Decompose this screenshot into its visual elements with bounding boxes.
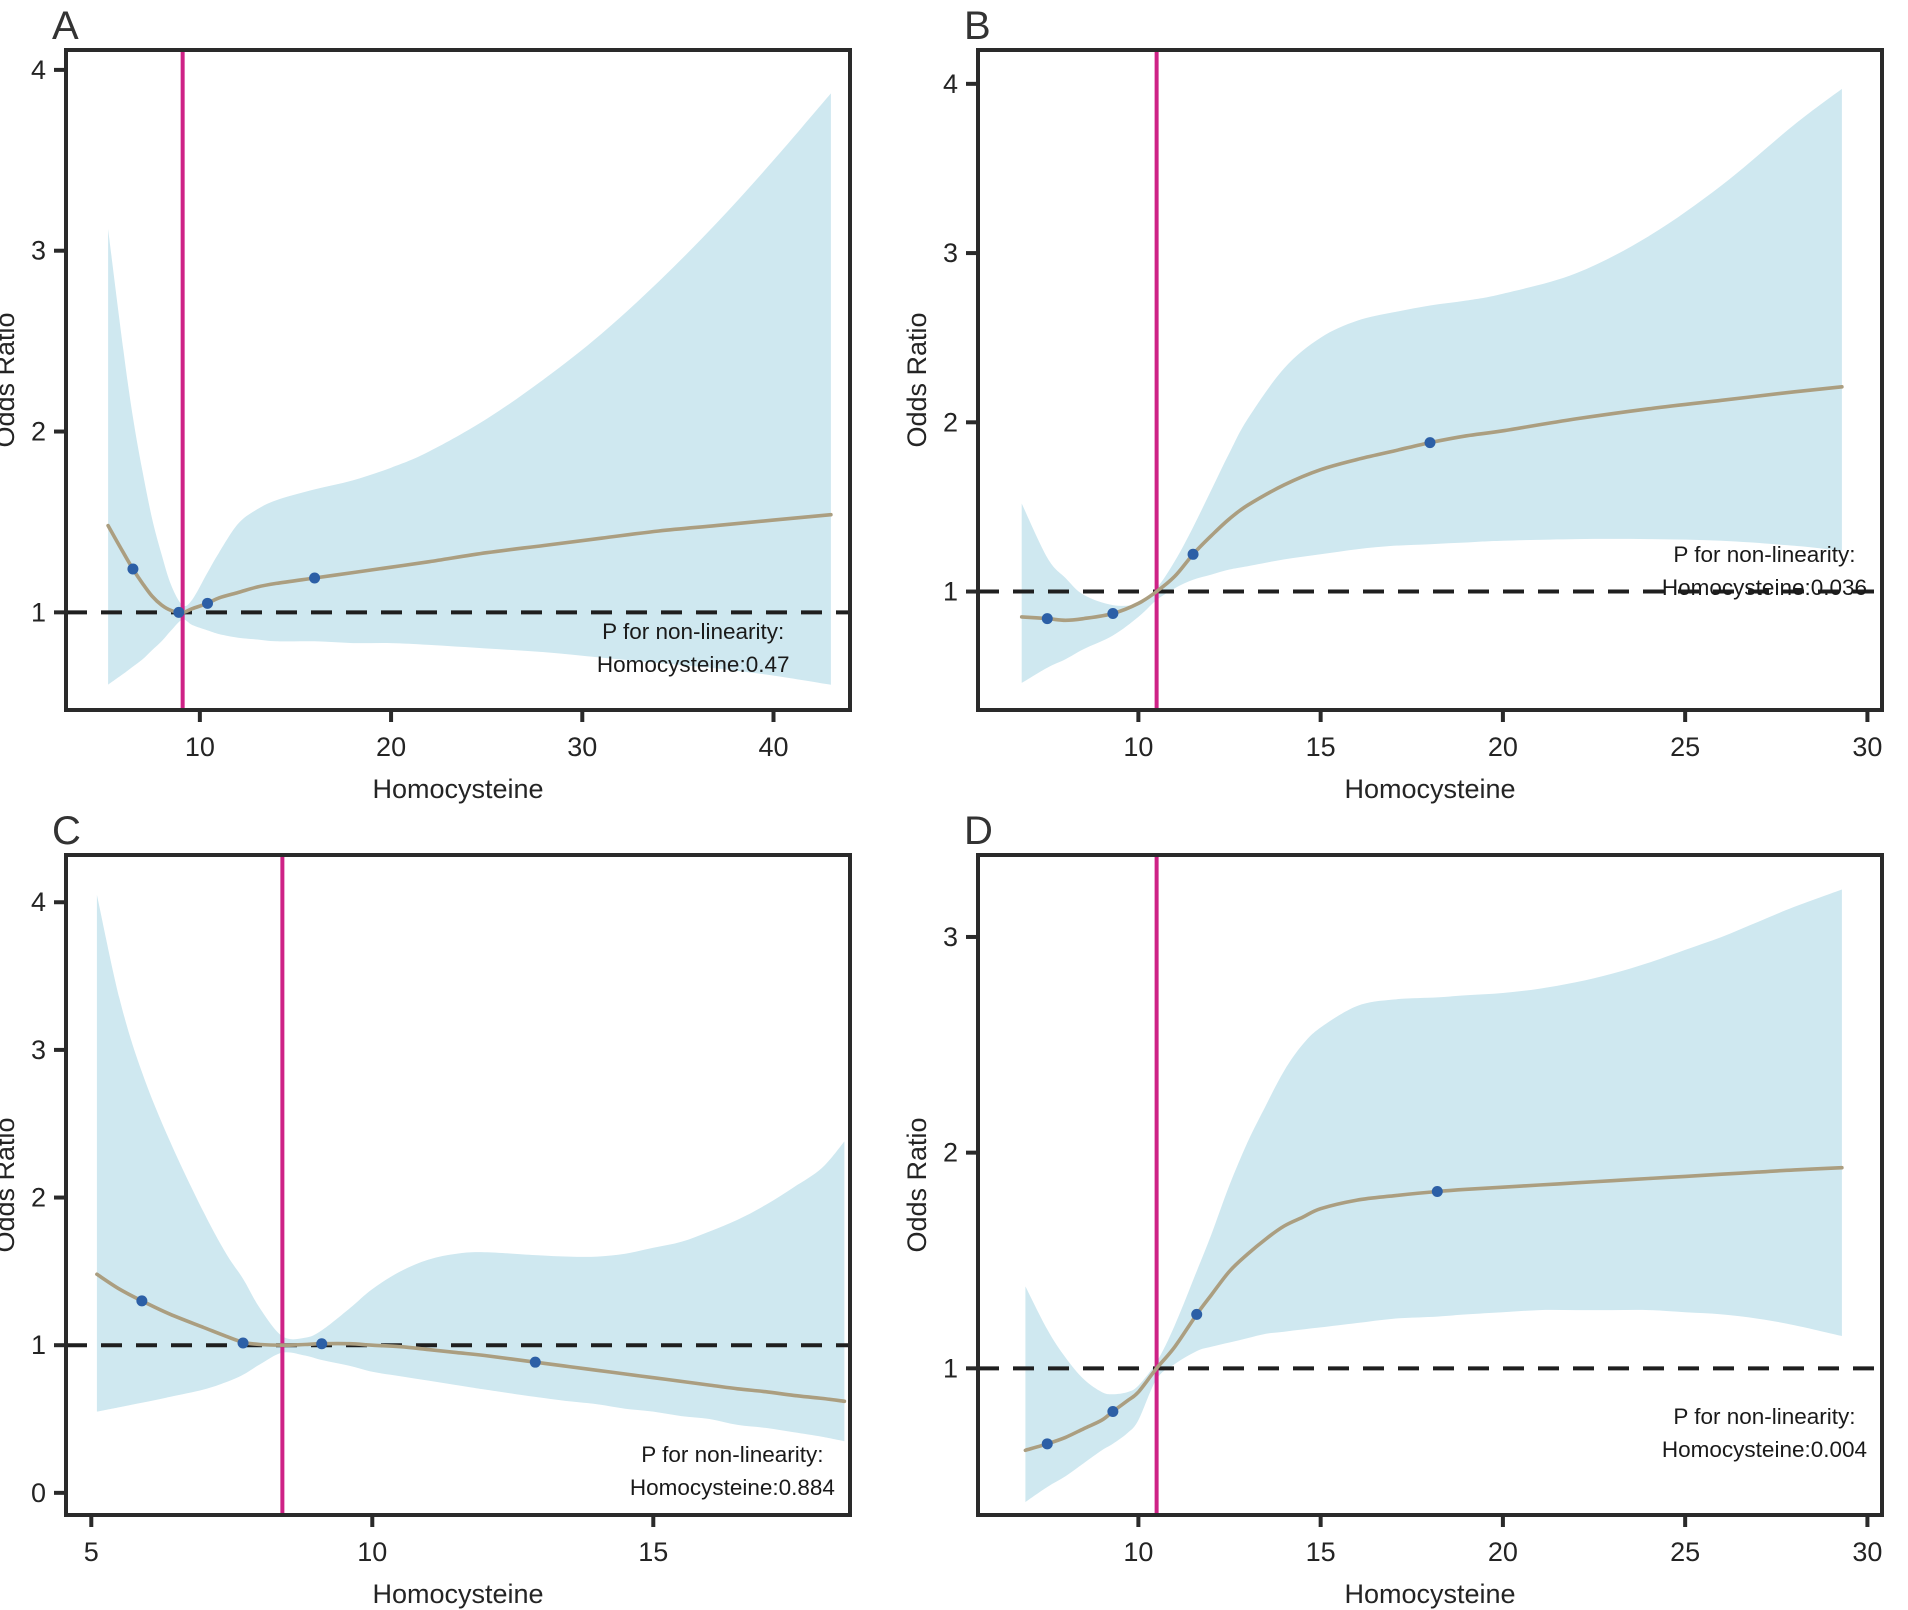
plot-area — [66, 50, 850, 710]
y-tick-label: 1 — [31, 1330, 46, 1360]
panel-b: B 10 15 20 25 30 1 2 3 4 Homocysteine Odds Ratio P … — [880, 0, 1908, 805]
x-tick-label: 10 — [357, 1537, 387, 1567]
x-tick-label: 30 — [1852, 1537, 1882, 1567]
knot-point — [136, 1295, 148, 1307]
x-tick-label: 15 — [1306, 732, 1336, 762]
x-tick-label: 10 — [1123, 732, 1153, 762]
knot-point — [1041, 1438, 1053, 1450]
x-axis-title: Homocysteine — [372, 774, 543, 804]
y-tick-label: 3 — [31, 236, 46, 266]
y-tick-label: 3 — [31, 1035, 46, 1065]
panel-a-plot: 10 20 30 40 1 2 3 4 Homocysteine Odds Ratio P for … — [0, 48, 852, 804]
plot-area — [66, 855, 850, 1515]
knot-point — [127, 563, 139, 575]
estimate-curve — [95, 1272, 847, 1404]
panel-d-letter: D — [964, 809, 993, 853]
y-tick-label: 1 — [943, 577, 958, 607]
panel-c-letter: C — [52, 809, 81, 853]
y-tick-label: 2 — [943, 1138, 958, 1168]
confidence-band — [96, 894, 845, 1442]
x-axis-title: Homocysteine — [1344, 774, 1515, 804]
y-axis-title: Odds Ratio — [902, 1117, 932, 1252]
p-nonlinearity-value: Homocysteine:0.884 — [630, 1475, 835, 1500]
y-tick-label: 4 — [31, 887, 46, 917]
y-tick-label: 1 — [943, 1353, 958, 1383]
confidence-band — [108, 93, 831, 685]
knot-point — [237, 1337, 249, 1349]
y-axis-title: Odds Ratio — [0, 312, 20, 447]
p-nonlinearity-label: P for non-linearity: — [602, 619, 784, 644]
x-tick-label: 10 — [185, 732, 215, 762]
p-nonlinearity-label: P for non-linearity: — [1673, 1404, 1855, 1429]
confidence-band — [1021, 88, 1842, 683]
y-tick-label: 0 — [31, 1478, 46, 1508]
knot-point — [529, 1356, 541, 1368]
x-axis-title: Homocysteine — [372, 1579, 543, 1609]
y-tick-label: 2 — [31, 417, 46, 447]
knot-point — [309, 572, 321, 584]
panel-d: D 10 15 20 25 30 1 2 3 Homocysteine Odds Ratio P f… — [880, 805, 1908, 1610]
x-axis-title: Homocysteine — [1344, 1579, 1515, 1609]
x-tick-label: 20 — [1488, 1537, 1518, 1567]
x-tick-label: 15 — [1306, 1537, 1336, 1567]
knot-point — [1187, 548, 1199, 560]
y-axis-title: Odds Ratio — [902, 312, 932, 447]
panel-c: C 5 10 15 0 1 2 3 4 Homocysteine Odds Ratio P for … — [0, 805, 880, 1610]
knot-point — [202, 597, 214, 609]
knot-point — [1431, 1185, 1443, 1197]
panel-a: A 10 20 30 40 1 2 3 4 Homocysteine Odds Ratio P fo… — [0, 0, 880, 805]
knot-point — [173, 606, 185, 618]
x-tick-label: 20 — [376, 732, 406, 762]
estimate-curve — [106, 512, 833, 615]
y-tick-label: 3 — [943, 238, 958, 268]
plot-area — [978, 855, 1882, 1515]
knot-point — [1107, 1405, 1119, 1417]
y-tick-label: 3 — [943, 922, 958, 952]
plot-border — [976, 48, 1884, 712]
x-tick-label: 30 — [1852, 732, 1882, 762]
plot-area — [978, 50, 1882, 710]
confidence-band — [1025, 889, 1842, 1503]
p-nonlinearity-label: P for non-linearity: — [641, 1442, 823, 1467]
knot-point — [316, 1338, 328, 1350]
knot-point — [1107, 608, 1119, 620]
x-tick-label: 40 — [758, 732, 788, 762]
plot-border — [976, 853, 1884, 1517]
knot-point — [1041, 613, 1053, 625]
y-tick-label: 4 — [943, 69, 958, 99]
p-nonlinearity-value: Homocysteine:0.004 — [1662, 1437, 1867, 1462]
y-tick-label: 1 — [31, 597, 46, 627]
x-tick-label: 10 — [1123, 1537, 1153, 1567]
y-tick-label: 2 — [31, 1183, 46, 1213]
x-tick-label: 25 — [1670, 1537, 1700, 1567]
x-tick-label: 15 — [638, 1537, 668, 1567]
knot-point — [1424, 437, 1436, 449]
panel-b-plot: 10 15 20 25 30 1 2 3 4 Homocysteine Odds Ratio P fo… — [902, 48, 1884, 804]
p-nonlinearity-label: P for non-linearity: — [1673, 542, 1855, 567]
x-tick-label: 5 — [84, 1537, 99, 1567]
x-tick-label: 20 — [1488, 732, 1518, 762]
plot-border — [64, 853, 852, 1517]
panel-c-plot: 5 10 15 0 1 2 3 4 Homocysteine Odds Ratio P for no… — [0, 853, 852, 1609]
panel-b-letter: B — [964, 4, 991, 48]
p-nonlinearity-value: Homocysteine:0.036 — [1662, 575, 1867, 600]
knot-point — [1191, 1308, 1203, 1320]
panel-d-plot: 10 15 20 25 30 1 2 3 Homocysteine Odds Ratio P for… — [902, 853, 1884, 1609]
y-tick-label: 2 — [943, 407, 958, 437]
panel-a-letter: A — [52, 4, 79, 48]
x-tick-label: 25 — [1670, 732, 1700, 762]
plot-border — [64, 48, 852, 712]
y-axis-title: Odds Ratio — [0, 1117, 20, 1252]
y-tick-label: 4 — [31, 55, 46, 85]
x-tick-label: 30 — [567, 732, 597, 762]
p-nonlinearity-value: Homocysteine:0.47 — [597, 652, 790, 677]
